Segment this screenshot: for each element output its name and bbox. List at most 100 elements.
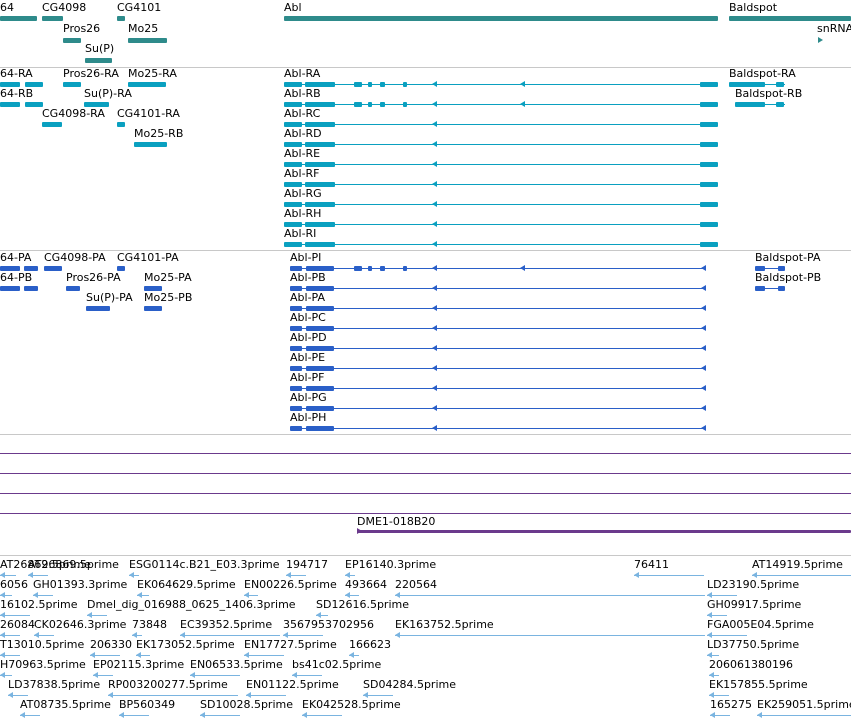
protein-bar[interactable] xyxy=(354,266,362,271)
est-label[interactable]: LD37750.5prime xyxy=(707,638,800,651)
est-label[interactable]: 3567953702956 xyxy=(283,618,374,631)
transcript-bar[interactable] xyxy=(403,82,407,87)
transcript-bar[interactable] xyxy=(284,162,302,167)
protein-bar[interactable] xyxy=(290,306,302,311)
transcript-bar[interactable] xyxy=(25,82,43,87)
est-label[interactable]: SD10028.5prime xyxy=(200,698,293,711)
protein-label[interactable]: Abl-PF xyxy=(290,371,325,384)
transcript-bar[interactable] xyxy=(284,242,302,247)
transcript-bar[interactable] xyxy=(403,102,407,107)
protein-bar[interactable] xyxy=(306,306,334,311)
gene-label[interactable]: CG4098 xyxy=(42,1,87,14)
est-label[interactable]: bs41c02.5prime xyxy=(292,658,382,671)
est-label[interactable]: SD12616.5prime xyxy=(316,598,409,611)
gene-label[interactable]: 64 xyxy=(0,1,14,14)
transcript-label[interactable]: Abl-RA xyxy=(284,67,321,80)
transcript-bar[interactable] xyxy=(117,122,125,127)
gene-label[interactable]: Mo25 xyxy=(128,22,159,35)
gene-bar[interactable] xyxy=(729,16,851,21)
transcript-bar[interactable] xyxy=(700,122,718,127)
transcript-label[interactable]: Abl-RB xyxy=(284,87,321,100)
transcript-bar[interactable] xyxy=(284,182,302,187)
transcript-bar[interactable] xyxy=(305,142,335,147)
transcript-bar[interactable] xyxy=(284,82,302,87)
est-label[interactable]: FGA005E04.5prime xyxy=(707,618,814,631)
est-label[interactable]: AT26869.5prime xyxy=(0,558,91,571)
gene-bar[interactable] xyxy=(42,16,63,21)
protein-bar[interactable] xyxy=(144,286,162,291)
est-label[interactable]: AT08735.5prime xyxy=(20,698,111,711)
est-label[interactable]: SD04284.5prime xyxy=(363,678,456,691)
transcript-label[interactable]: CG4101-RA xyxy=(117,107,180,120)
transcript-label[interactable]: Baldspot-RB xyxy=(735,87,803,100)
est-label[interactable]: T13010.5prime xyxy=(0,638,85,651)
est-label[interactable]: EN00226.5prime xyxy=(244,578,337,591)
protein-bar[interactable] xyxy=(755,266,765,271)
protein-bar[interactable] xyxy=(290,346,302,351)
protein-label[interactable]: Abl-PD xyxy=(290,331,327,344)
gene-label[interactable]: snRNA xyxy=(817,22,851,35)
protein-bar[interactable] xyxy=(0,266,20,271)
est-label[interactable]: 166623 xyxy=(349,638,391,651)
transcript-bar[interactable] xyxy=(284,122,302,127)
transcript-label[interactable]: Abl-RF xyxy=(284,167,320,180)
transcript-bar[interactable] xyxy=(700,222,718,227)
protein-bar[interactable] xyxy=(778,286,785,291)
gene-bar[interactable] xyxy=(63,38,81,43)
est-label[interactable]: EN06533.5prime xyxy=(190,658,283,671)
est-label[interactable]: CK02646.3prime xyxy=(34,618,127,631)
protein-label[interactable]: Mo25-PA xyxy=(144,271,192,284)
transcript-bar[interactable] xyxy=(128,82,166,87)
est-label[interactable]: 6056 xyxy=(0,578,28,591)
transcript-bar[interactable] xyxy=(0,82,20,87)
protein-bar[interactable] xyxy=(306,406,334,411)
protein-bar[interactable] xyxy=(306,366,334,371)
transcript-label[interactable]: Abl-RD xyxy=(284,127,322,140)
protein-bar[interactable] xyxy=(306,346,334,351)
protein-label[interactable]: Abl-PG xyxy=(290,391,327,404)
est-label[interactable]: 16102.5prime xyxy=(0,598,78,611)
protein-label[interactable]: Pros26-PA xyxy=(66,271,121,284)
protein-bar[interactable] xyxy=(380,266,385,271)
gene-bar[interactable] xyxy=(117,16,125,21)
transcript-bar[interactable] xyxy=(700,242,718,247)
protein-bar[interactable] xyxy=(66,286,80,291)
est-label[interactable]: EN17727.5prime xyxy=(244,638,337,651)
est-label[interactable]: 220564 xyxy=(395,578,437,591)
est-label[interactable]: EP16140.3prime xyxy=(345,558,437,571)
gene-bar[interactable] xyxy=(284,16,718,21)
transcript-label[interactable]: Abl-RG xyxy=(284,187,322,200)
protein-label[interactable]: Mo25-PB xyxy=(144,291,193,304)
protein-label[interactable]: Abl-PH xyxy=(290,411,327,424)
est-label[interactable]: LD37838.5prime xyxy=(8,678,101,691)
est-label[interactable]: EK163752.5prime xyxy=(395,618,494,631)
est-label[interactable]: BP560349 xyxy=(119,698,176,711)
protein-bar[interactable] xyxy=(290,286,302,291)
est-label[interactable]: ESG0114c.B21_E03.3prime xyxy=(129,558,280,571)
est-label[interactable]: EC39352.5prime xyxy=(180,618,273,631)
protein-bar[interactable] xyxy=(290,386,302,391)
est-label[interactable]: LD23190.5prime xyxy=(707,578,800,591)
transcript-bar[interactable] xyxy=(354,82,362,87)
protein-label[interactable]: CG4098-PA xyxy=(44,251,106,264)
est-label[interactable]: 73848 xyxy=(132,618,167,631)
protein-bar[interactable] xyxy=(24,266,38,271)
protein-bar[interactable] xyxy=(290,406,302,411)
protein-bar[interactable] xyxy=(44,266,62,271)
est-label[interactable]: 165275 xyxy=(710,698,752,711)
protein-bar[interactable] xyxy=(144,306,162,311)
clone-label[interactable]: DME1-018B20 xyxy=(357,515,436,528)
protein-label[interactable]: Abl-PA xyxy=(290,291,325,304)
transcript-label[interactable]: Abl-RH xyxy=(284,207,322,220)
transcript-bar[interactable] xyxy=(284,102,302,107)
protein-bar[interactable] xyxy=(306,266,334,271)
transcript-bar[interactable] xyxy=(0,102,20,107)
transcript-bar[interactable] xyxy=(368,82,372,87)
transcript-bar[interactable] xyxy=(305,82,335,87)
transcript-bar[interactable] xyxy=(700,142,718,147)
transcript-bar[interactable] xyxy=(284,222,302,227)
est-label[interactable]: 76411 xyxy=(634,558,669,571)
transcript-label[interactable]: Abl-RI xyxy=(284,227,317,240)
gene-label[interactable]: Pros26 xyxy=(63,22,101,35)
est-label[interactable]: EN01122.5prime xyxy=(246,678,339,691)
